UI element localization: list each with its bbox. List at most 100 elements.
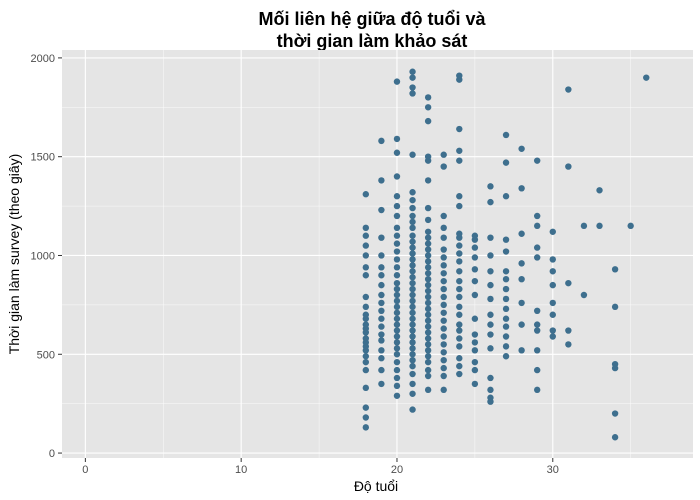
data-point	[424, 372, 432, 380]
data-point	[393, 272, 401, 279]
x-tick-label: 20	[391, 464, 403, 476]
data-point	[409, 224, 416, 232]
data-point	[409, 406, 416, 413]
data-point	[518, 321, 525, 328]
data-point	[393, 315, 401, 322]
data-point	[440, 163, 447, 170]
data-point	[424, 329, 432, 336]
data-point	[502, 248, 510, 255]
data-point	[424, 347, 432, 354]
data-point	[393, 339, 401, 346]
data-point	[424, 341, 432, 348]
data-point	[409, 274, 416, 281]
data-point	[378, 331, 385, 338]
data-point	[409, 351, 416, 358]
data-point	[409, 390, 416, 397]
x-tick-label: 0	[82, 464, 88, 476]
data-point	[502, 275, 510, 283]
data-point	[378, 234, 385, 241]
data-point	[518, 347, 525, 354]
data-point	[471, 244, 479, 251]
data-point	[409, 268, 416, 275]
data-point	[393, 232, 401, 239]
data-points	[362, 68, 650, 441]
data-point	[627, 222, 634, 230]
data-point	[424, 335, 432, 342]
data-point	[440, 212, 447, 220]
data-point	[471, 232, 479, 239]
data-point	[611, 434, 619, 441]
data-point	[471, 254, 479, 261]
data-point	[518, 230, 525, 237]
data-point	[424, 246, 432, 253]
data-point	[362, 414, 370, 421]
axis-ticks	[58, 57, 554, 462]
data-point	[409, 279, 416, 287]
data-point	[440, 277, 447, 285]
data-point	[409, 362, 416, 370]
data-point	[487, 394, 494, 401]
data-point	[362, 232, 370, 239]
data-point	[409, 345, 416, 352]
y-tick-label: 0	[49, 448, 55, 460]
data-point	[409, 262, 416, 269]
data-point	[440, 333, 447, 340]
data-point	[378, 337, 385, 344]
data-point	[362, 358, 370, 366]
data-point	[409, 218, 416, 226]
data-point	[409, 244, 416, 251]
data-point	[440, 356, 447, 364]
data-point	[533, 222, 541, 230]
data-point	[565, 86, 572, 93]
data-point	[611, 303, 619, 311]
data-point	[565, 327, 572, 334]
data-point	[378, 264, 385, 271]
data-point	[409, 151, 416, 158]
data-point	[533, 212, 541, 220]
data-point	[378, 380, 385, 388]
data-point	[409, 204, 416, 212]
data-point	[440, 254, 447, 261]
data-point	[378, 307, 385, 315]
data-point	[409, 333, 416, 340]
data-point	[502, 333, 510, 340]
data-point	[502, 315, 510, 322]
data-point	[611, 266, 619, 273]
data-point	[378, 281, 385, 289]
data-point	[424, 216, 432, 224]
data-point	[378, 206, 385, 214]
major-gridlines	[62, 50, 693, 458]
data-point	[409, 285, 416, 293]
data-point	[424, 228, 432, 235]
data-point	[502, 323, 510, 330]
data-point	[424, 258, 432, 265]
data-point	[393, 374, 401, 382]
data-point	[424, 323, 432, 330]
data-point	[362, 224, 370, 232]
data-point	[471, 277, 479, 285]
data-point	[518, 185, 525, 192]
data-point	[393, 256, 401, 263]
data-point	[378, 315, 385, 322]
data-point	[409, 196, 416, 204]
y-tick-label: 1500	[31, 152, 55, 164]
data-point	[378, 366, 385, 374]
data-point	[409, 90, 416, 97]
data-point	[362, 311, 370, 318]
data-point	[362, 424, 370, 431]
data-point	[580, 291, 588, 299]
data-point	[393, 392, 401, 399]
data-point	[471, 339, 479, 346]
data-point	[424, 287, 432, 295]
data-point	[362, 335, 370, 342]
data-point	[393, 224, 401, 232]
data-point	[393, 297, 401, 305]
data-point	[393, 202, 401, 210]
data-point	[362, 366, 370, 374]
data-point	[424, 311, 432, 318]
data-point	[487, 321, 494, 328]
data-point	[487, 183, 494, 190]
data-point	[440, 372, 447, 380]
data-point	[549, 311, 556, 318]
data-point	[440, 364, 447, 372]
